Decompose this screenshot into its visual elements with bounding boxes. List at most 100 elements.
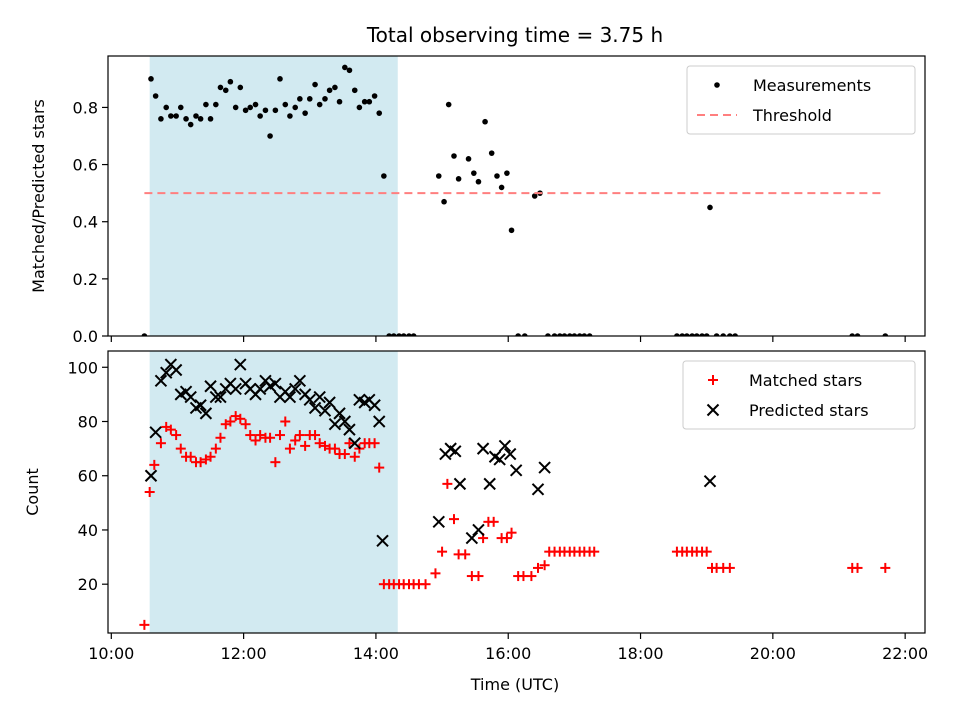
measurement-point [282, 101, 289, 108]
measurement-point [471, 170, 477, 176]
matched-star-point [589, 546, 600, 557]
marker-stroke [234, 358, 247, 371]
matched-star-point [526, 571, 537, 582]
predicted-star-point [160, 366, 173, 379]
measurement-point [242, 107, 249, 114]
predicted-star-point [338, 415, 352, 428]
marker-stroke [293, 374, 307, 388]
predicted-star-point [333, 407, 346, 420]
y-tick-label: 60 [78, 467, 98, 486]
marker-stroke [509, 464, 523, 477]
matched-star-point [501, 533, 512, 544]
measurement-point [732, 333, 738, 336]
measurement-point [488, 150, 495, 156]
predicted-star-point [472, 523, 485, 537]
measurement-point [494, 173, 500, 179]
measurement-point [207, 116, 214, 122]
matched-star-point [155, 438, 166, 449]
legend-label: Threshold [752, 106, 832, 125]
matched-star-point [539, 560, 550, 571]
matched-star-point [205, 451, 216, 462]
marker-stroke [498, 439, 512, 453]
measurement-point [410, 333, 417, 336]
predicted-star-point [269, 377, 282, 390]
predicted-star-point [229, 382, 242, 396]
measurement-point [292, 104, 299, 111]
predicted-star-point [376, 534, 389, 548]
legend-label: Predicted stars [749, 401, 869, 420]
marker-stroke [308, 401, 322, 415]
marker-stroke [144, 469, 158, 482]
predicted-star-point [289, 382, 302, 396]
legend-label: Measurements [753, 76, 871, 95]
marker-stroke [214, 390, 227, 404]
marker-stroke [453, 477, 467, 491]
measurement-point [237, 84, 244, 91]
marker-stroke [504, 447, 517, 461]
predicted-star-point [449, 445, 462, 458]
matched-star-point [265, 432, 276, 443]
predicted-star-point [323, 396, 336, 409]
measurement-point [561, 333, 568, 336]
matched-star-point [300, 440, 311, 451]
x-axis-label: Time (UTC) [470, 675, 559, 694]
measurement-point [713, 333, 720, 336]
matched-star-point [339, 449, 350, 460]
measurement-point [163, 104, 170, 111]
measurement-point [684, 333, 690, 336]
marker-stroke [184, 390, 197, 404]
predicted-star-point [328, 418, 342, 431]
measurement-point [312, 81, 318, 88]
legend-marker-dot [714, 82, 720, 88]
matched-star-point [175, 443, 186, 454]
measurement-point [727, 333, 733, 336]
measurement-point [257, 113, 263, 119]
measurement-point [168, 113, 174, 119]
predicted-star-point [283, 390, 297, 404]
marker-stroke [283, 390, 297, 404]
matched-star-point [235, 413, 246, 424]
measurement-point [187, 121, 194, 128]
matched-star-point [171, 430, 182, 441]
matched-star-point [852, 562, 863, 573]
matched-star-point [473, 571, 484, 582]
x-tick-label: 14:00 [353, 644, 399, 663]
x-tick-label: 12:00 [221, 644, 267, 663]
measurement-point [451, 153, 457, 159]
measurement-point [351, 87, 358, 94]
matched-star-point [270, 457, 281, 468]
marker-stroke [149, 426, 162, 439]
y-axis-label: Count [23, 468, 42, 516]
marker-stroke [488, 450, 502, 463]
measurement-point [332, 84, 338, 91]
matched-star-point [701, 546, 712, 557]
predicted-star-point [432, 515, 445, 529]
y-tick-label: 0.2 [73, 270, 98, 289]
matched-star-point [195, 457, 206, 468]
measurement-point [232, 104, 239, 111]
measurement-point [376, 110, 383, 116]
measurement-point [465, 156, 472, 162]
predicted-star-point [703, 474, 717, 488]
axes-frame [107, 55, 926, 337]
predicted-star-point [453, 477, 467, 491]
y-tick-label: 0.4 [73, 213, 98, 232]
predicted-star-point [184, 390, 197, 404]
measurement-point [193, 113, 199, 119]
predicted-star-point [214, 390, 227, 404]
matched-star-point [225, 416, 236, 427]
matched-star-point [506, 527, 517, 538]
matched-star-point [349, 451, 360, 462]
measurement-point [679, 333, 686, 336]
marker-stroke [472, 523, 485, 537]
marker-stroke [368, 399, 381, 412]
measurement-point [322, 96, 328, 102]
marker-stroke [493, 453, 506, 466]
measurement-point [586, 333, 593, 336]
measurement-point [336, 98, 343, 105]
legend-box [686, 65, 916, 135]
measurement-point [551, 333, 558, 336]
marker-stroke [323, 396, 336, 409]
measurement-point [346, 67, 353, 74]
measurement-point [356, 104, 363, 111]
